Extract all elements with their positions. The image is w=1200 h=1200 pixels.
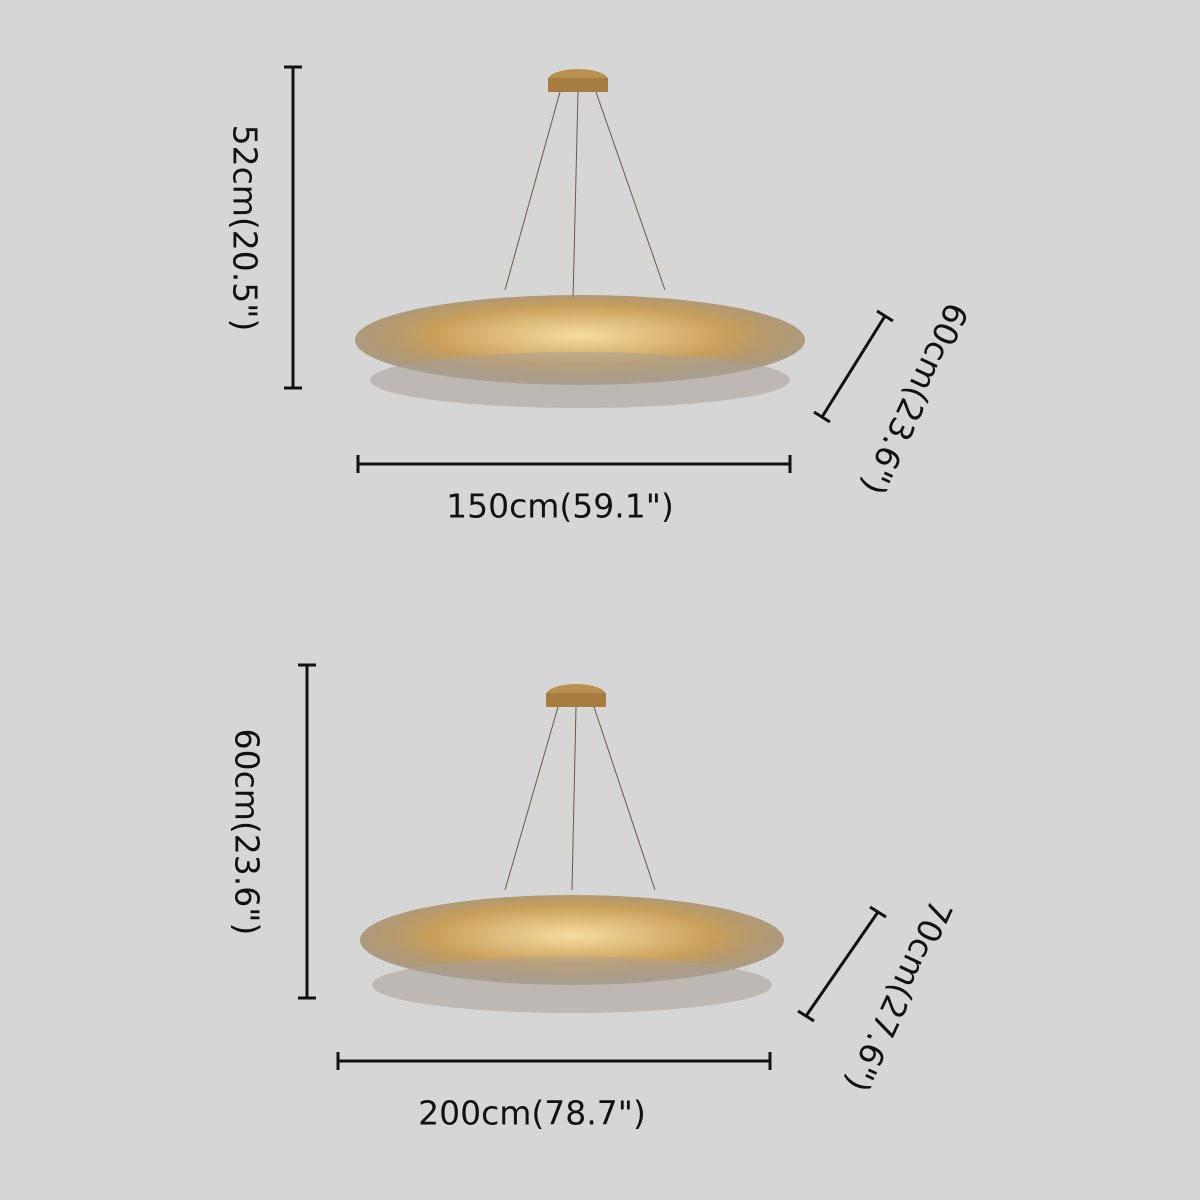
depth-label: 60cm(23.6") <box>853 297 976 501</box>
chandelier-2 <box>360 684 784 1013</box>
tick <box>813 410 831 424</box>
chandelier-1 <box>355 69 805 408</box>
height-label: 52cm(20.5") <box>226 125 265 332</box>
depth-label: 70cm(27.6") <box>837 894 960 1098</box>
width-label: 200cm(78.7") <box>418 1094 646 1133</box>
tick <box>797 1009 815 1023</box>
tick <box>869 905 887 919</box>
tick <box>876 309 894 323</box>
depth-line <box>804 911 880 1017</box>
height-label: 60cm(23.6") <box>228 729 267 936</box>
width-label: 150cm(59.1") <box>446 487 674 526</box>
depth-line <box>820 315 887 418</box>
